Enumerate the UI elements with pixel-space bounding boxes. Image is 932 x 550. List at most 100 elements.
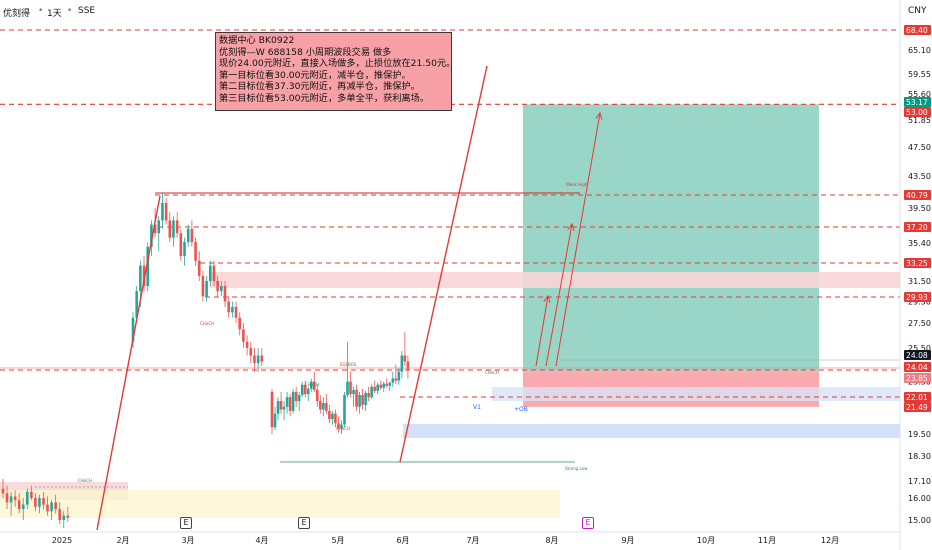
candle[interactable] [337,416,340,433]
candle[interactable] [17,493,21,514]
candle[interactable] [306,386,310,402]
candle[interactable] [282,401,286,421]
candle[interactable] [403,331,407,367]
candle[interactable] [331,410,334,425]
candle[interactable] [328,404,331,424]
price-tag[interactable]: 68.40 [904,25,931,35]
candle[interactable] [197,251,201,281]
price-tag[interactable]: 29.93 [904,292,931,302]
candle[interactable] [9,491,13,516]
candle[interactable] [231,301,234,318]
candle[interactable] [175,212,179,238]
candle[interactable] [388,381,392,391]
candle[interactable] [168,212,172,243]
candle[interactable] [373,380,376,393]
trade-note[interactable]: 数据中心 BK0922 优刻得—W 688158 小周期波段交易 做多 现价24… [215,32,452,111]
candle[interactable] [161,193,164,229]
price-tag[interactable]: 53.00 [904,107,931,117]
candle[interactable] [406,355,410,379]
candle[interactable] [279,391,283,414]
currency-label[interactable]: CNY [908,6,927,16]
candle[interactable] [343,391,346,428]
earnings-marker-icon[interactable]: E [180,517,192,529]
candle[interactable] [367,386,370,402]
candle[interactable] [201,270,205,302]
candle[interactable] [216,275,219,297]
candle[interactable] [300,381,304,398]
candle[interactable] [38,494,41,514]
candle[interactable] [276,397,280,421]
price-tag[interactable]: 53.17 [904,97,931,107]
candle[interactable] [256,348,260,372]
candle[interactable] [238,312,242,336]
candle[interactable] [54,494,57,514]
candle[interactable] [260,348,264,367]
price-tag[interactable]: 24.08 [904,350,931,360]
candle[interactable] [212,260,216,287]
candle[interactable] [297,391,301,411]
price-tag[interactable]: 23.85 [904,373,931,383]
candle[interactable] [391,371,395,387]
candle[interactable] [223,281,227,307]
candle[interactable] [340,420,343,434]
candle[interactable] [294,386,298,407]
candle[interactable] [270,388,274,434]
candle[interactable] [376,382,379,395]
candle[interactable] [50,500,53,520]
candle[interactable] [319,395,322,414]
candle[interactable] [208,260,212,287]
candle[interactable] [66,506,70,522]
candle[interactable] [242,323,245,348]
candle[interactable] [382,381,386,392]
candle[interactable] [142,256,146,292]
candle[interactable] [249,341,253,364]
interval-label[interactable]: 1天 [47,9,62,19]
candle[interactable] [13,490,17,507]
price-tag[interactable]: 22.01 [904,392,931,402]
candle[interactable] [179,228,183,261]
candle[interactable] [62,511,66,528]
candle[interactable] [46,496,49,516]
price-tag[interactable]: 40.79 [904,190,931,200]
candle[interactable] [21,498,25,520]
candle[interactable] [312,371,316,392]
candle[interactable] [253,348,256,372]
candle[interactable] [220,281,223,297]
candle[interactable] [358,391,361,414]
candle[interactable] [285,391,289,414]
candle[interactable] [245,335,249,356]
candle[interactable] [349,371,352,398]
earnings-marker-icon[interactable]: E [298,517,310,529]
candle[interactable] [397,367,401,385]
candle[interactable] [42,491,45,509]
price-tag[interactable]: 33.25 [904,258,931,268]
candle[interactable] [303,380,307,398]
candle[interactable] [291,388,295,414]
candle[interactable] [34,493,37,512]
candle[interactable] [379,380,383,390]
candle[interactable] [394,364,398,384]
candle[interactable] [322,397,325,417]
candle[interactable] [183,237,186,266]
candle[interactable] [370,383,373,400]
candle[interactable] [385,378,389,388]
candle[interactable] [1,478,5,498]
candle[interactable] [400,351,404,379]
candle[interactable] [26,488,29,509]
candle[interactable] [186,224,190,247]
candle[interactable] [172,216,175,247]
candle[interactable] [309,378,313,392]
candle[interactable] [164,197,168,225]
candle[interactable] [157,216,161,252]
candle[interactable] [355,384,358,411]
candle[interactable] [352,386,355,407]
candle[interactable] [325,394,328,414]
candle[interactable] [5,485,9,509]
price-tag[interactable]: 37.20 [904,222,931,232]
price-tag[interactable]: 21.49 [904,402,931,412]
candle[interactable] [227,296,230,318]
candle[interactable] [234,301,238,323]
symbol-name[interactable]: 优刻得 [3,9,31,19]
candle[interactable] [361,388,364,410]
